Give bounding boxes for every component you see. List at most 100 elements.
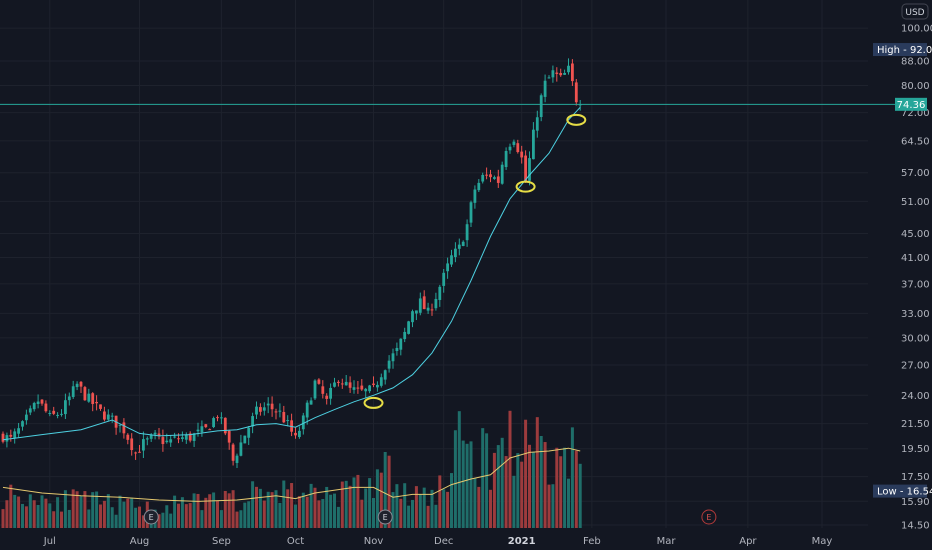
volume-bar <box>313 487 317 528</box>
candle <box>317 378 321 385</box>
currency-button[interactable]: USD <box>901 3 929 20</box>
candle <box>290 413 293 437</box>
svg-text:Low - 16.54: Low - 16.54 <box>877 487 932 498</box>
volume-bar <box>446 491 450 528</box>
candle <box>231 442 235 466</box>
volume-bar <box>531 452 535 528</box>
volume-bar <box>99 504 102 528</box>
candle <box>391 348 395 369</box>
candle <box>415 310 418 321</box>
volume-bar <box>71 489 75 528</box>
price-tick-label: 41.00 <box>901 253 930 264</box>
volume-bar <box>535 417 539 528</box>
earnings-marker[interactable]: E <box>143 509 159 525</box>
volume-bar <box>395 484 399 528</box>
volume-bar <box>40 495 44 528</box>
candle <box>200 420 204 437</box>
candle <box>535 110 539 138</box>
volume-bar <box>543 442 547 528</box>
candle <box>181 431 184 442</box>
candle <box>325 393 329 405</box>
volume-bar <box>551 484 555 528</box>
candle <box>422 290 426 310</box>
price-tick-label: 27.00 <box>901 361 930 372</box>
candle <box>286 415 290 427</box>
candle <box>340 378 344 389</box>
earnings-marker[interactable]: E <box>701 509 717 525</box>
volume-bar <box>5 500 9 528</box>
candle <box>56 412 59 419</box>
volume-bar <box>578 463 582 528</box>
candle <box>516 139 520 154</box>
volume-bar <box>157 514 161 528</box>
candle <box>60 409 63 417</box>
candle <box>196 422 200 437</box>
price-tick-label: 88.00 <box>901 56 930 67</box>
price-tick-label: 21.50 <box>901 419 930 430</box>
volume-bar <box>216 500 219 528</box>
volume-bar <box>223 490 227 528</box>
volume-bar <box>340 481 344 528</box>
volume-bar <box>559 456 563 528</box>
volume-bar <box>169 513 173 528</box>
candle <box>21 420 24 431</box>
candle <box>454 242 457 263</box>
candle <box>337 380 340 387</box>
volume-bar <box>141 515 145 528</box>
candle <box>399 338 403 356</box>
candle <box>83 385 87 401</box>
volume-bar <box>79 496 83 528</box>
volume-bar <box>270 492 274 528</box>
candle <box>235 453 239 469</box>
volume-bar <box>407 505 411 528</box>
candle <box>157 427 161 440</box>
candle <box>512 139 516 148</box>
candle <box>208 428 212 431</box>
volume-bar <box>411 499 414 528</box>
volume-bar <box>364 488 368 528</box>
price-tick-label: 14.50 <box>901 520 930 531</box>
volume-bar <box>301 492 305 528</box>
price-tick-label: 17.50 <box>901 472 930 483</box>
volume-bar <box>481 428 485 528</box>
volume-bars <box>1 410 582 528</box>
candle <box>305 400 309 425</box>
volume-bar <box>274 490 278 528</box>
volume-bar <box>161 512 165 528</box>
candle <box>348 376 352 393</box>
volume-bar <box>200 510 204 528</box>
time-tick-label: Nov <box>364 536 384 547</box>
candle <box>28 405 32 416</box>
volume-bar <box>317 500 321 528</box>
volume-bar <box>492 452 496 528</box>
volume-bar <box>262 500 266 528</box>
candle <box>103 406 106 422</box>
earnings-label: E <box>383 513 388 522</box>
volume-bar <box>67 509 71 528</box>
volume-bar <box>512 475 516 528</box>
highlight-markers <box>363 113 587 409</box>
price-axis[interactable]: 100.00 88.00 80.00 72.00 64.50 57.00 51.00 45.0… <box>901 24 932 532</box>
volume-bar <box>528 444 531 528</box>
highlight-ellipse <box>363 396 384 409</box>
volume-bar <box>379 472 383 528</box>
candle <box>524 150 527 183</box>
chart-grid <box>0 0 868 528</box>
candle <box>333 377 336 388</box>
earnings-marker[interactable]: E <box>377 509 393 525</box>
candle <box>395 342 399 356</box>
volume-bar <box>294 504 297 528</box>
highlight-ellipse <box>515 180 536 193</box>
volume-bar <box>118 495 122 528</box>
candle <box>216 415 219 422</box>
candle <box>574 78 578 106</box>
volume-bar <box>24 506 28 528</box>
time-axis[interactable]: Jul Aug Sep Oct Nov Dec 2021 Feb Mar Apr May <box>43 536 833 547</box>
earnings-label: E <box>149 513 154 522</box>
candle <box>344 374 348 386</box>
volume-bar <box>258 488 262 528</box>
candle <box>473 185 477 209</box>
time-tick-label: May <box>812 536 833 547</box>
